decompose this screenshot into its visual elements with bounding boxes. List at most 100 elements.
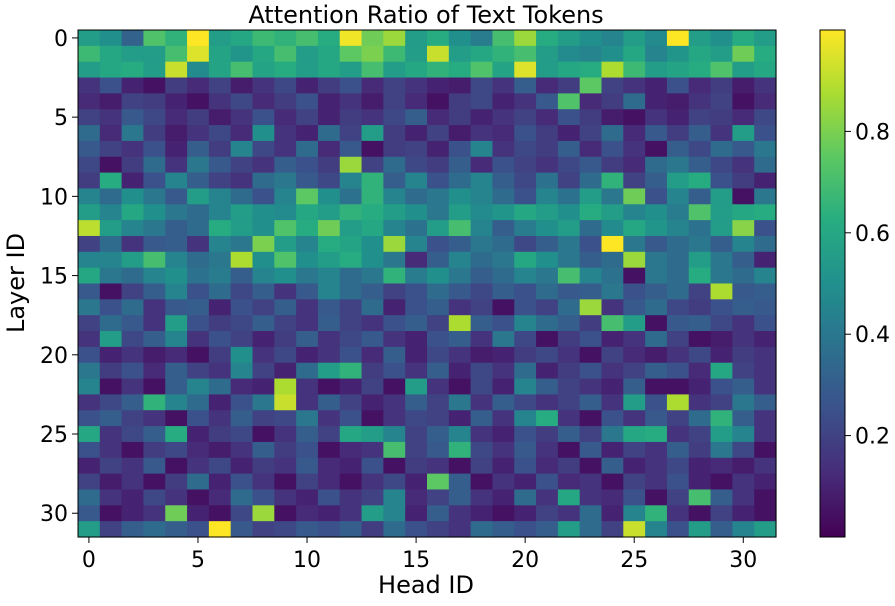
heatmap-cell [448,378,472,395]
heatmap-cell [99,521,123,538]
heatmap-cell [405,45,428,63]
heatmap-cell [666,172,690,190]
heatmap-cell [579,172,603,190]
heatmap-cell [579,441,603,459]
heatmap-cell [405,220,428,237]
heatmap-cell [536,378,559,395]
heatmap-cell [623,140,646,158]
heatmap-cell [230,410,254,427]
x-tick-label: 0 [82,548,96,573]
heatmap-cell [252,45,275,63]
heatmap-cell [187,77,210,94]
heatmap-cell [317,204,341,221]
heatmap-cell [470,426,494,443]
heatmap-cell [339,489,363,506]
heatmap-cell [536,267,559,285]
heatmap-cell [230,77,254,94]
heatmap-cell [296,346,319,364]
heatmap-cell [601,362,624,380]
heatmap-cell [274,378,297,395]
heatmap-cell [623,346,646,364]
heatmap-cell [492,235,515,253]
heatmap-cell [78,140,101,158]
heatmap-cell [492,251,515,269]
y-tick-label: 5 [54,106,68,131]
heatmap-cell [492,362,515,380]
heatmap-cell [623,188,646,205]
heatmap-cell [732,125,755,142]
heatmap-cell [514,156,537,174]
heatmap-cell [427,410,450,427]
heatmap-cell [536,125,559,142]
heatmap-cell [645,394,668,411]
heatmap-cell [645,521,668,538]
heatmap-cell [361,156,384,174]
heatmap-cell [296,251,319,269]
heatmap-cell [623,410,646,427]
heatmap-cell [666,30,690,47]
heatmap-cell [514,299,537,316]
heatmap-cell [754,426,777,443]
heatmap-cell [579,315,603,332]
heatmap-cell [536,362,559,380]
heatmap-cell [754,172,777,190]
heatmap-cell [514,346,537,364]
heatmap-cell [492,77,515,94]
heatmap-cell [99,45,123,63]
heatmap-cell [252,394,275,411]
heatmap-cell [623,394,646,411]
heatmap-cell [601,457,624,475]
heatmap-cell [317,235,341,253]
heatmap-cell [710,251,733,269]
heatmap-cell [536,283,559,300]
heatmap-cell [405,457,428,475]
heatmap-cell [666,426,690,443]
heatmap-cell [710,45,733,63]
heatmap-cell [579,521,603,538]
heatmap-cell [208,426,232,443]
heatmap-cell [230,346,254,364]
heatmap-cell [645,156,668,174]
heatmap-cell [361,346,384,364]
colorbar [819,29,846,538]
heatmap-cell [645,362,668,380]
heatmap-cell [427,521,450,538]
heatmap-cell [208,331,232,348]
heatmap-cell [252,410,275,427]
heatmap-cell [470,172,494,190]
heatmap-cell [557,299,581,316]
heatmap-cell [121,109,145,126]
heatmap-cell [623,473,646,491]
heatmap-cell [688,235,712,253]
heatmap-cell [536,299,559,316]
heatmap-cell [317,489,341,506]
heatmap-cell [187,30,210,47]
heatmap-cell [208,30,232,47]
heatmap-cell [492,109,515,126]
heatmap-cell [754,378,777,395]
heatmap-cell [688,156,712,174]
heatmap-cell [579,30,603,47]
heatmap-cell [361,426,384,443]
heatmap-cell [317,315,341,332]
heatmap-cell [296,299,319,316]
heatmap-cell [623,331,646,348]
heatmap-cell [470,489,494,506]
heatmap-cell [99,77,123,94]
heatmap-cell [317,441,341,459]
heatmap-cell [361,125,384,142]
heatmap-cell [470,505,494,522]
heatmap-cell [187,140,210,158]
heatmap-cell [230,204,254,221]
heatmap-cell [317,125,341,142]
heatmap-cell [645,77,668,94]
heatmap-cell [579,204,603,221]
heatmap-cell [165,235,188,253]
heatmap-cell [165,457,188,475]
heatmap-cell [274,30,297,47]
heatmap-cell [754,125,777,142]
heatmap-cell [601,315,624,332]
heatmap-cell [427,77,450,94]
heatmap-cell [317,346,341,364]
heatmap-cell [557,331,581,348]
